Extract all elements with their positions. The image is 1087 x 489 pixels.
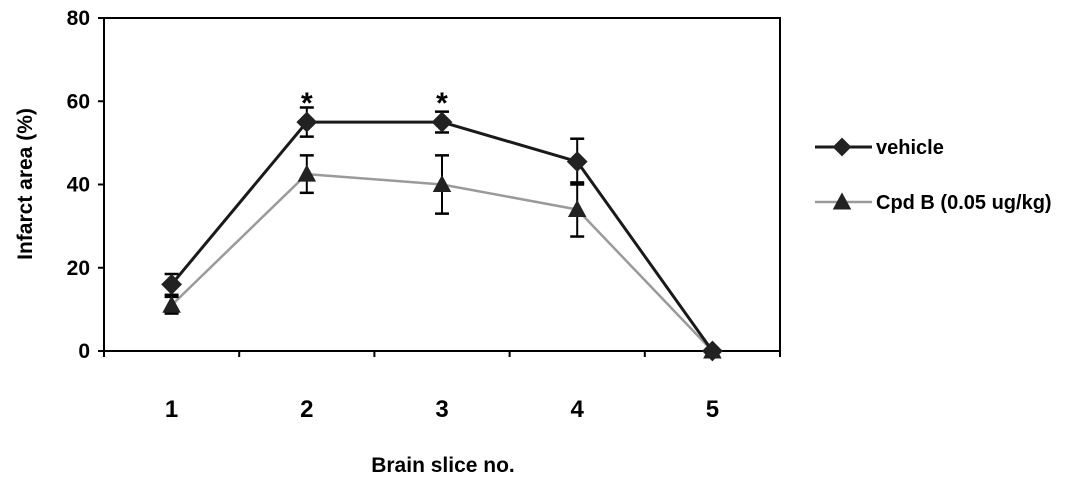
y-axis: 0 20 40 60 80: [67, 7, 104, 363]
y-tick-label: 40: [67, 174, 90, 197]
legend-marker: [834, 139, 850, 155]
x-axis: 1 2 3 4 5: [104, 351, 780, 423]
legend-item: vehicle: [815, 137, 944, 159]
x-axis-label: Brain slice no.: [371, 454, 515, 477]
legend-label: vehicle: [876, 137, 944, 159]
x-tick-label: 1: [165, 396, 178, 423]
legend-label: Cpd B (0.05 ug/kg): [876, 192, 1052, 214]
y-tick-label: 80: [67, 7, 90, 30]
y-tick-label: 60: [67, 90, 90, 113]
x-tick-label: 3: [435, 396, 448, 423]
significance-marker: *: [301, 87, 313, 120]
y-tick-label: 0: [78, 340, 90, 363]
y-tick-label: 20: [67, 257, 90, 280]
y-axis-label: Infarct area (%): [14, 108, 37, 260]
significance-marker: *: [436, 87, 448, 120]
x-tick-label: 2: [300, 396, 313, 423]
legend-item: Cpd B (0.05 ug/kg): [815, 192, 1052, 214]
x-tick-label: 4: [571, 396, 585, 423]
legend: vehicle Cpd B (0.05 ug/kg): [815, 137, 1052, 214]
x-tick-label: 5: [706, 396, 719, 423]
